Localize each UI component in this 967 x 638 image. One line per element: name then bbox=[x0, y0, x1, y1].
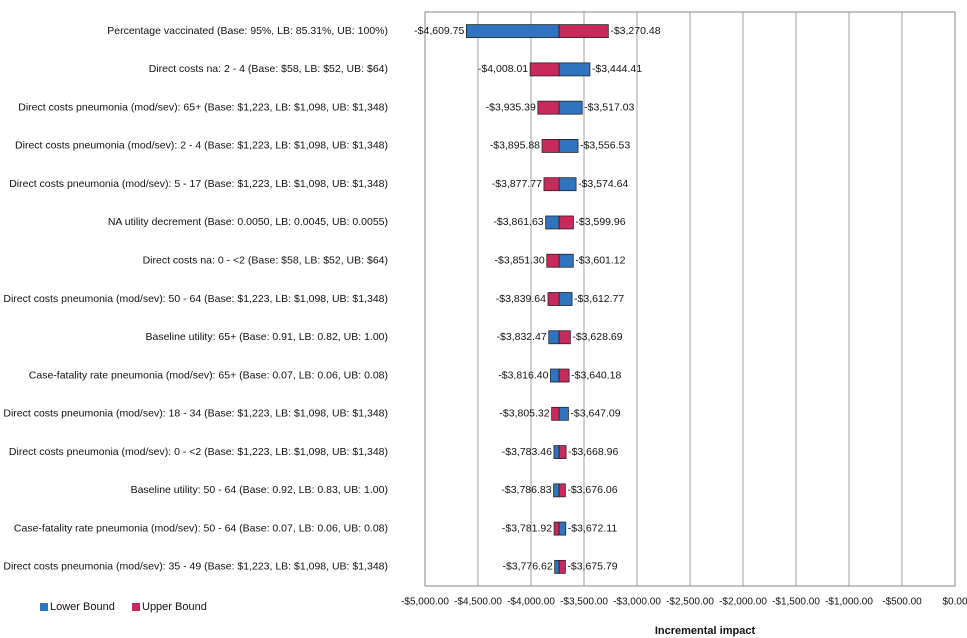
x-tick-label: -$3,500.00 bbox=[560, 597, 608, 608]
category-label: Direct costs pneumonia (mod/sev): 5 - 17… bbox=[9, 178, 388, 190]
x-tick-label: -$5,000.00 bbox=[401, 597, 449, 608]
x-tick-label: -$4,500.00 bbox=[454, 597, 502, 608]
bar bbox=[558, 24, 609, 39]
value-label: -$3,628.69 bbox=[572, 331, 622, 343]
category-label: Direct costs pneumonia (mod/sev): 18 - 3… bbox=[3, 408, 388, 420]
bar bbox=[545, 215, 560, 230]
bar bbox=[558, 368, 570, 383]
value-label: -$3,672.11 bbox=[568, 522, 618, 534]
category-label: Case-fatality rate pneumonia (mod/sev): … bbox=[29, 369, 388, 381]
category-label: NA utility decrement (Base: 0.0050, LB: … bbox=[108, 216, 388, 228]
bar bbox=[558, 139, 579, 153]
bar bbox=[546, 253, 560, 268]
value-label: -$3,574.64 bbox=[578, 178, 628, 190]
bar bbox=[551, 406, 560, 421]
value-label: -$3,556.53 bbox=[580, 140, 630, 152]
legend-swatch bbox=[40, 603, 48, 611]
x-tick-label: -$500.00 bbox=[882, 597, 922, 608]
value-label: -$4,008.01 bbox=[478, 63, 528, 75]
value-label: -$3,675.79 bbox=[567, 561, 617, 573]
value-label: -$4,609.75 bbox=[414, 25, 464, 37]
bar bbox=[550, 368, 560, 383]
bar bbox=[558, 292, 573, 306]
x-tick-label: -$3,000.00 bbox=[613, 597, 661, 608]
legend-label: Upper Bound bbox=[142, 601, 207, 613]
category-label: Direct costs pneumonia (mod/sev): 0 - <2… bbox=[9, 446, 388, 458]
value-label: -$3,851.30 bbox=[495, 255, 545, 267]
value-label: -$3,861.63 bbox=[493, 216, 543, 228]
value-label: -$3,783.46 bbox=[502, 446, 552, 458]
value-label: -$3,877.77 bbox=[492, 178, 542, 190]
value-label: -$3,668.96 bbox=[568, 446, 618, 458]
category-label: Direct costs pneumonia (mod/sev): 50 - 6… bbox=[3, 293, 388, 305]
x-tick-label: $0.00 bbox=[942, 597, 967, 608]
bar bbox=[548, 330, 560, 345]
category-label: Direct costs pneumonia (mod/sev): 35 - 4… bbox=[3, 561, 388, 573]
value-label: -$3,776.62 bbox=[502, 561, 552, 573]
bar bbox=[558, 559, 566, 574]
bar bbox=[465, 24, 560, 39]
legend-swatch bbox=[132, 603, 140, 611]
value-label: -$3,601.12 bbox=[575, 255, 625, 267]
bar bbox=[547, 292, 560, 306]
value-label: -$3,935.39 bbox=[486, 101, 536, 113]
x-tick-label: -$4,000.00 bbox=[507, 597, 555, 608]
x-tick-label: -$1,000.00 bbox=[825, 597, 873, 608]
bar bbox=[558, 483, 566, 498]
bar bbox=[529, 62, 560, 77]
bar bbox=[541, 139, 560, 153]
bar bbox=[554, 559, 560, 574]
bar bbox=[543, 177, 560, 192]
bar bbox=[558, 406, 569, 421]
bar bbox=[558, 100, 583, 115]
category-label: Direct costs na: 2 - 4 (Base: $58, LB: $… bbox=[149, 63, 388, 75]
bar bbox=[553, 483, 560, 498]
bar bbox=[553, 445, 560, 459]
value-label: -$3,805.32 bbox=[499, 408, 549, 420]
bar bbox=[558, 215, 574, 230]
value-label: -$3,612.77 bbox=[574, 293, 624, 305]
value-label: -$3,640.18 bbox=[571, 369, 621, 381]
category-label: Direct costs pneumonia (mod/sev): 2 - 4 … bbox=[15, 140, 388, 152]
category-label: Case-fatality rate pneumonia (mod/sev): … bbox=[14, 522, 388, 534]
bar bbox=[553, 521, 560, 536]
bar bbox=[558, 521, 567, 536]
legend-label: Lower Bound bbox=[50, 601, 115, 613]
category-label: Direct costs pneumonia (mod/sev): 65+ (B… bbox=[18, 101, 388, 113]
bar bbox=[558, 330, 571, 345]
value-label: -$3,786.83 bbox=[501, 484, 551, 496]
category-label: Percentage vaccinated (Base: 95%, LB: 85… bbox=[107, 25, 388, 37]
value-label: -$3,832.47 bbox=[497, 331, 547, 343]
bar bbox=[558, 177, 577, 192]
x-axis-title: Incremental impact bbox=[655, 625, 756, 637]
value-label: -$3,781.92 bbox=[502, 522, 552, 534]
value-label: -$3,647.09 bbox=[570, 408, 620, 420]
category-label: Direct costs na: 0 - <2 (Base: $58, LB: … bbox=[143, 255, 388, 267]
value-label: -$3,599.96 bbox=[575, 216, 625, 228]
x-tick-label: -$2,000.00 bbox=[719, 597, 767, 608]
value-label: -$3,444.41 bbox=[592, 63, 642, 75]
x-tick-label: -$1,500.00 bbox=[772, 597, 820, 608]
value-label: -$3,676.06 bbox=[567, 484, 617, 496]
value-label: -$3,816.40 bbox=[498, 369, 548, 381]
bar bbox=[558, 62, 591, 77]
category-label: Baseline utility: 50 - 64 (Base: 0.92, L… bbox=[131, 484, 388, 496]
value-label: -$3,839.64 bbox=[496, 293, 546, 305]
value-label: -$3,270.48 bbox=[610, 25, 660, 37]
bar bbox=[558, 253, 574, 268]
x-tick-label: -$2,500.00 bbox=[666, 597, 714, 608]
value-label: -$3,517.03 bbox=[584, 101, 634, 113]
value-label: -$3,895.88 bbox=[490, 140, 540, 152]
category-label: Baseline utility: 65+ (Base: 0.91, LB: 0… bbox=[145, 331, 388, 343]
bar bbox=[537, 100, 560, 115]
bar bbox=[558, 445, 567, 459]
